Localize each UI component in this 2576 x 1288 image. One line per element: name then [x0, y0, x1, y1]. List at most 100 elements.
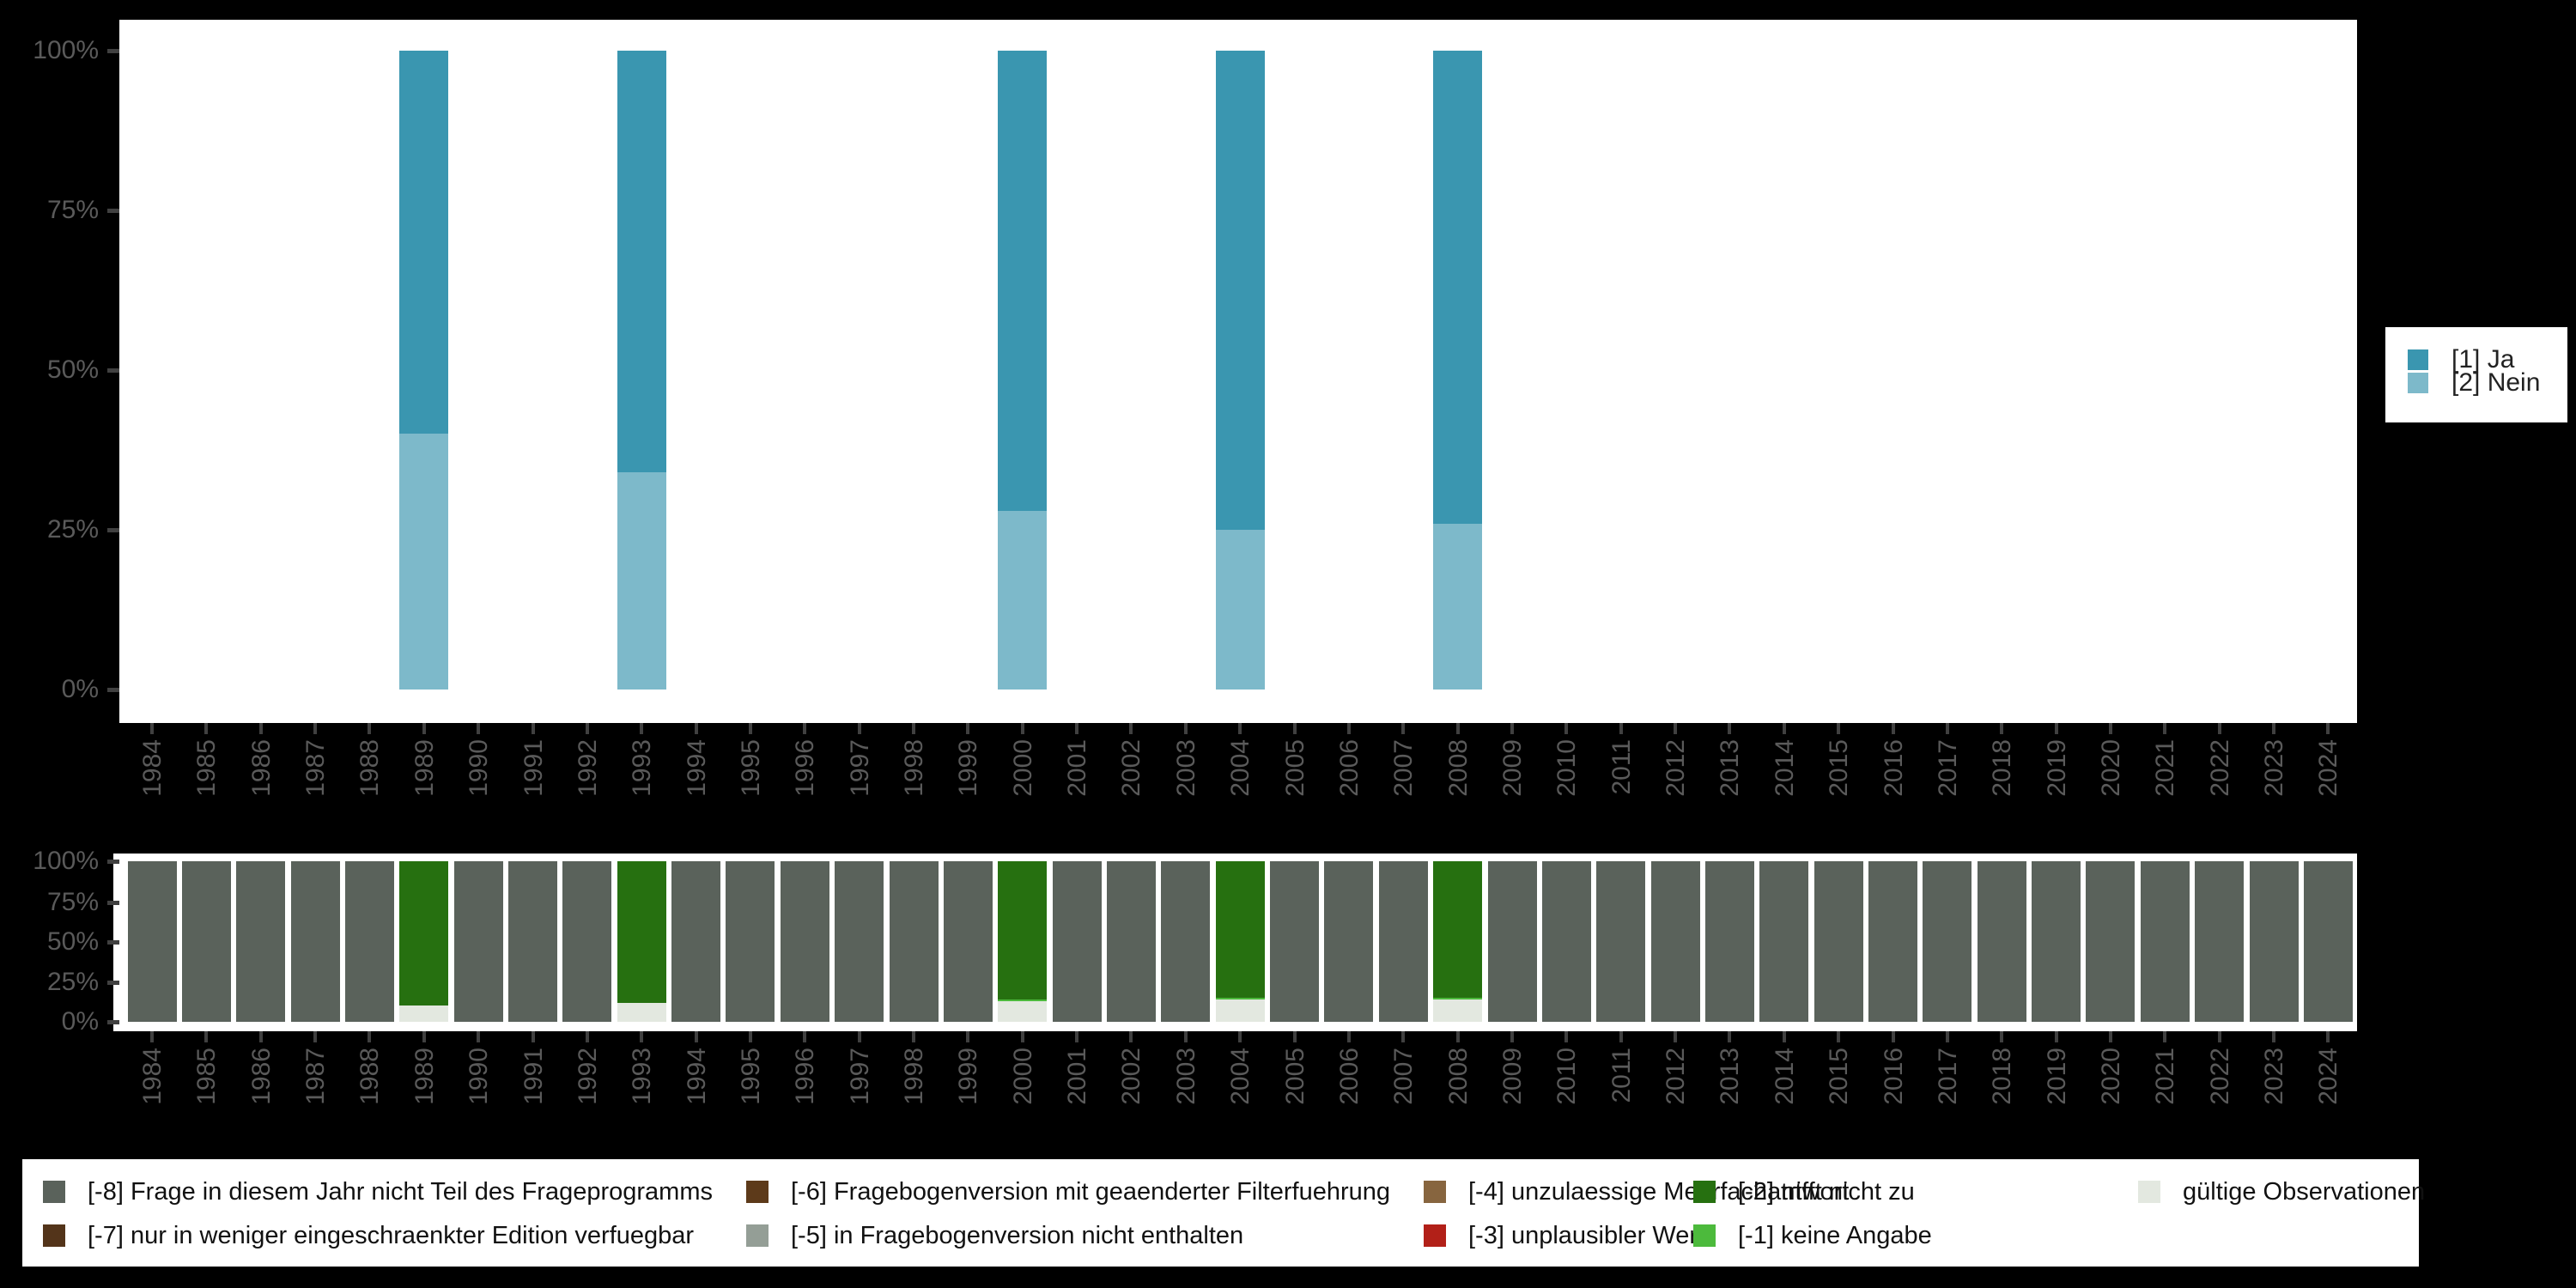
y-tick [107, 980, 119, 985]
x-tick-label-1991: 1991 [519, 1048, 548, 1105]
x-tick-1991 [531, 1031, 535, 1042]
x-tick-label-2020: 2020 [2096, 739, 2125, 797]
x-tick-label-2013: 2013 [1716, 1048, 1745, 1105]
bar-segment-2000 [998, 510, 1048, 690]
bar-segment-2005 [1270, 861, 1320, 1022]
x-tick-label-1996: 1996 [791, 1048, 820, 1105]
y-tick [107, 688, 119, 692]
x-tick-label-2018: 2018 [1988, 1048, 2017, 1105]
x-tick-label-1993: 1993 [628, 739, 657, 797]
x-tick-label-2020: 2020 [2096, 1048, 2125, 1105]
bar-segment-1991 [508, 861, 558, 1022]
bar-segment-2009 [1487, 861, 1537, 1022]
bar-segment-1998 [889, 861, 939, 1022]
missing-legend-label: gültige Observationen [2183, 1178, 2426, 1206]
x-tick-label-2001: 2001 [1063, 1048, 1092, 1105]
missing-legend-swatch [1693, 1224, 1716, 1247]
missing-legend-swatch [1424, 1224, 1446, 1247]
bar-segment-2001 [1052, 861, 1102, 1022]
bar-segment-1996 [780, 861, 829, 1022]
x-tick-label-1984: 1984 [138, 739, 167, 797]
x-tick-label-1998: 1998 [900, 739, 929, 797]
x-tick-1990 [477, 1031, 481, 1042]
bar-segment-1988 [344, 861, 394, 1022]
x-tick-1992 [585, 1031, 589, 1042]
x-tick-1995 [748, 723, 752, 734]
x-tick-1999 [966, 723, 970, 734]
x-tick-label-1994: 1994 [682, 1048, 711, 1105]
x-tick-2007 [1401, 723, 1406, 734]
x-tick-label-2004: 2004 [1226, 1048, 1255, 1105]
x-tick-2000 [1020, 1031, 1024, 1042]
x-tick-1988 [368, 1031, 372, 1042]
x-tick-label-1989: 1989 [410, 1048, 439, 1105]
x-tick-label-2010: 2010 [1552, 739, 1582, 797]
x-tick-label-2013: 2013 [1716, 739, 1745, 797]
x-tick-label-2004: 2004 [1226, 739, 1255, 797]
x-tick-label-2016: 2016 [1879, 1048, 1908, 1105]
missing-legend-label: [-4] unzulaessige Mehrfachantwort [1468, 1178, 1850, 1206]
x-tick-label-1986: 1986 [246, 739, 276, 797]
x-tick-2014 [1782, 1031, 1786, 1042]
bar-segment-1986 [236, 861, 286, 1022]
x-tick-label-2002: 2002 [1117, 1048, 1146, 1105]
x-tick-2006 [1346, 1031, 1351, 1042]
bar-segment-1989 [399, 861, 449, 1006]
x-tick-2018 [2000, 723, 2004, 734]
bar-segment-1999 [943, 861, 993, 1022]
x-tick-1993 [640, 723, 644, 734]
x-tick-label-2008: 2008 [1443, 1048, 1473, 1105]
bar-segment-1993 [617, 51, 666, 473]
x-tick-2019 [2054, 1031, 2058, 1042]
x-tick-2003 [1183, 723, 1188, 734]
bar-segment-2015 [1814, 861, 1863, 1022]
x-tick-2024 [2326, 723, 2330, 734]
missings-legend: [-8] Frage in diesem Jahr nicht Teil des… [22, 1159, 2425, 1267]
y-tick-label: 50% [46, 927, 99, 956]
bar-segment-1990 [453, 861, 503, 1022]
missing-legend-label: [-2] trifft nicht zu [1738, 1178, 1915, 1206]
x-tick-1990 [477, 723, 481, 734]
x-tick-label-1988: 1988 [355, 1048, 385, 1105]
bar-segment-2018 [1977, 861, 2026, 1022]
x-tick-2004 [1238, 723, 1242, 734]
x-tick-label-2019: 2019 [2042, 739, 2071, 797]
x-tick-2017 [1945, 1031, 1949, 1042]
x-tick-1985 [204, 1031, 209, 1042]
missing-legend-swatch [43, 1224, 65, 1247]
y-tick [107, 940, 119, 945]
x-tick-1998 [912, 723, 916, 734]
bar-segment-2010 [1541, 861, 1591, 1022]
x-tick-label-1987: 1987 [301, 739, 331, 797]
x-tick-1996 [803, 1031, 807, 1042]
y-tick-label: 75% [46, 196, 99, 224]
x-tick-2013 [1728, 1031, 1732, 1042]
x-tick-1999 [966, 1031, 970, 1042]
x-tick-label-1995: 1995 [736, 1048, 765, 1105]
y-tick [107, 1020, 119, 1024]
x-tick-label-1985: 1985 [192, 1048, 222, 1105]
x-tick-label-2009: 2009 [1498, 1048, 1527, 1105]
x-tick-2008 [1455, 723, 1460, 734]
bar-segment-2023 [2249, 861, 2299, 1022]
legend-swatch-nein [2408, 373, 2428, 393]
x-tick-2019 [2054, 723, 2058, 734]
x-tick-2012 [1674, 1031, 1678, 1042]
bar-segment-2017 [1923, 861, 1972, 1022]
x-tick-label-2016: 2016 [1879, 739, 1908, 797]
missing-legend-swatch [2138, 1181, 2160, 1203]
bar-segment-2008 [1433, 997, 1483, 999]
x-tick-label-1990: 1990 [465, 739, 494, 797]
x-tick-label-2000: 2000 [1008, 739, 1037, 797]
x-tick-label-1989: 1989 [410, 739, 439, 797]
x-tick-2016 [1891, 1031, 1895, 1042]
bar-segment-2000 [998, 999, 1048, 1001]
x-tick-label-2009: 2009 [1498, 739, 1527, 797]
x-tick-label-1986: 1986 [246, 1048, 276, 1105]
missing-legend-label: [-1] keine Angabe [1738, 1222, 1932, 1249]
bar-segment-2012 [1650, 861, 1700, 1022]
bar-segment-2000 [998, 51, 1048, 511]
x-tick-label-2021: 2021 [2151, 1048, 2180, 1105]
y-tick [107, 860, 119, 864]
x-tick-2006 [1346, 723, 1351, 734]
